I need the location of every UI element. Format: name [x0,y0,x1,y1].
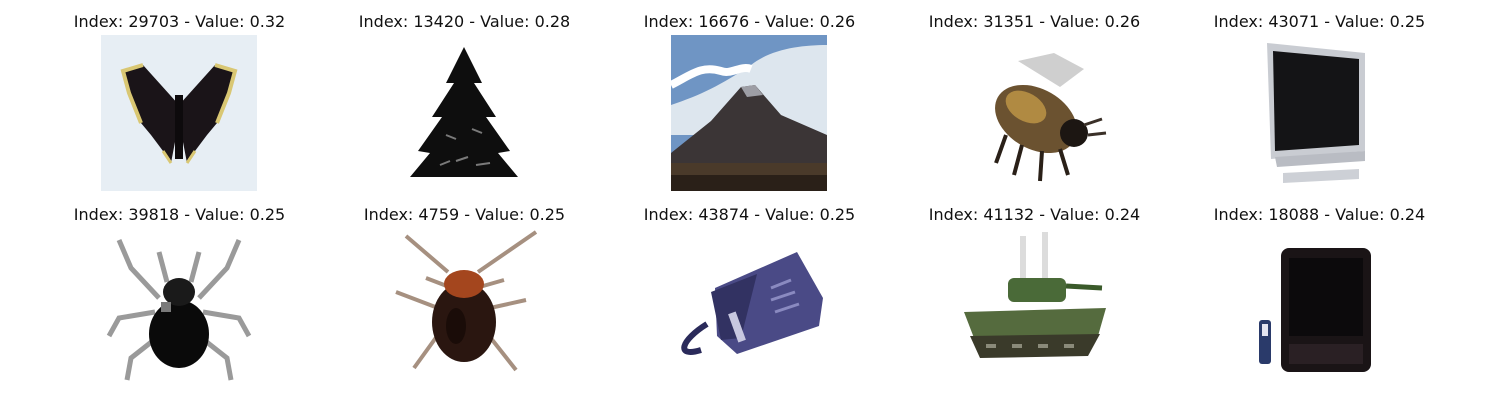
mountain-image [671,35,827,191]
bee-image [956,35,1112,191]
image-title: Index: 29703 - Value: 0.32 [73,12,286,31]
image-title: Index: 4759 - Value: 0.25 [363,205,566,224]
butterfly-image [101,35,257,191]
image-title: Index: 18088 - Value: 0.24 [1213,205,1426,224]
image-title: Index: 31351 - Value: 0.26 [928,12,1141,31]
image-title: Index: 41132 - Value: 0.24 [928,205,1141,224]
spider-image [101,228,257,384]
pine-tree-image [386,35,542,191]
image-title: Index: 39818 - Value: 0.25 [73,205,286,224]
image-title: Index: 16676 - Value: 0.26 [643,12,856,31]
image-title: Index: 43071 - Value: 0.25 [1213,12,1426,31]
television-image [1241,35,1397,191]
tank-image [956,228,1112,384]
image-title: Index: 43874 - Value: 0.25 [643,205,856,224]
cockroach-image [386,228,542,384]
telephone-image [671,228,827,384]
television-image [1241,228,1397,384]
image-title: Index: 13420 - Value: 0.28 [358,12,571,31]
